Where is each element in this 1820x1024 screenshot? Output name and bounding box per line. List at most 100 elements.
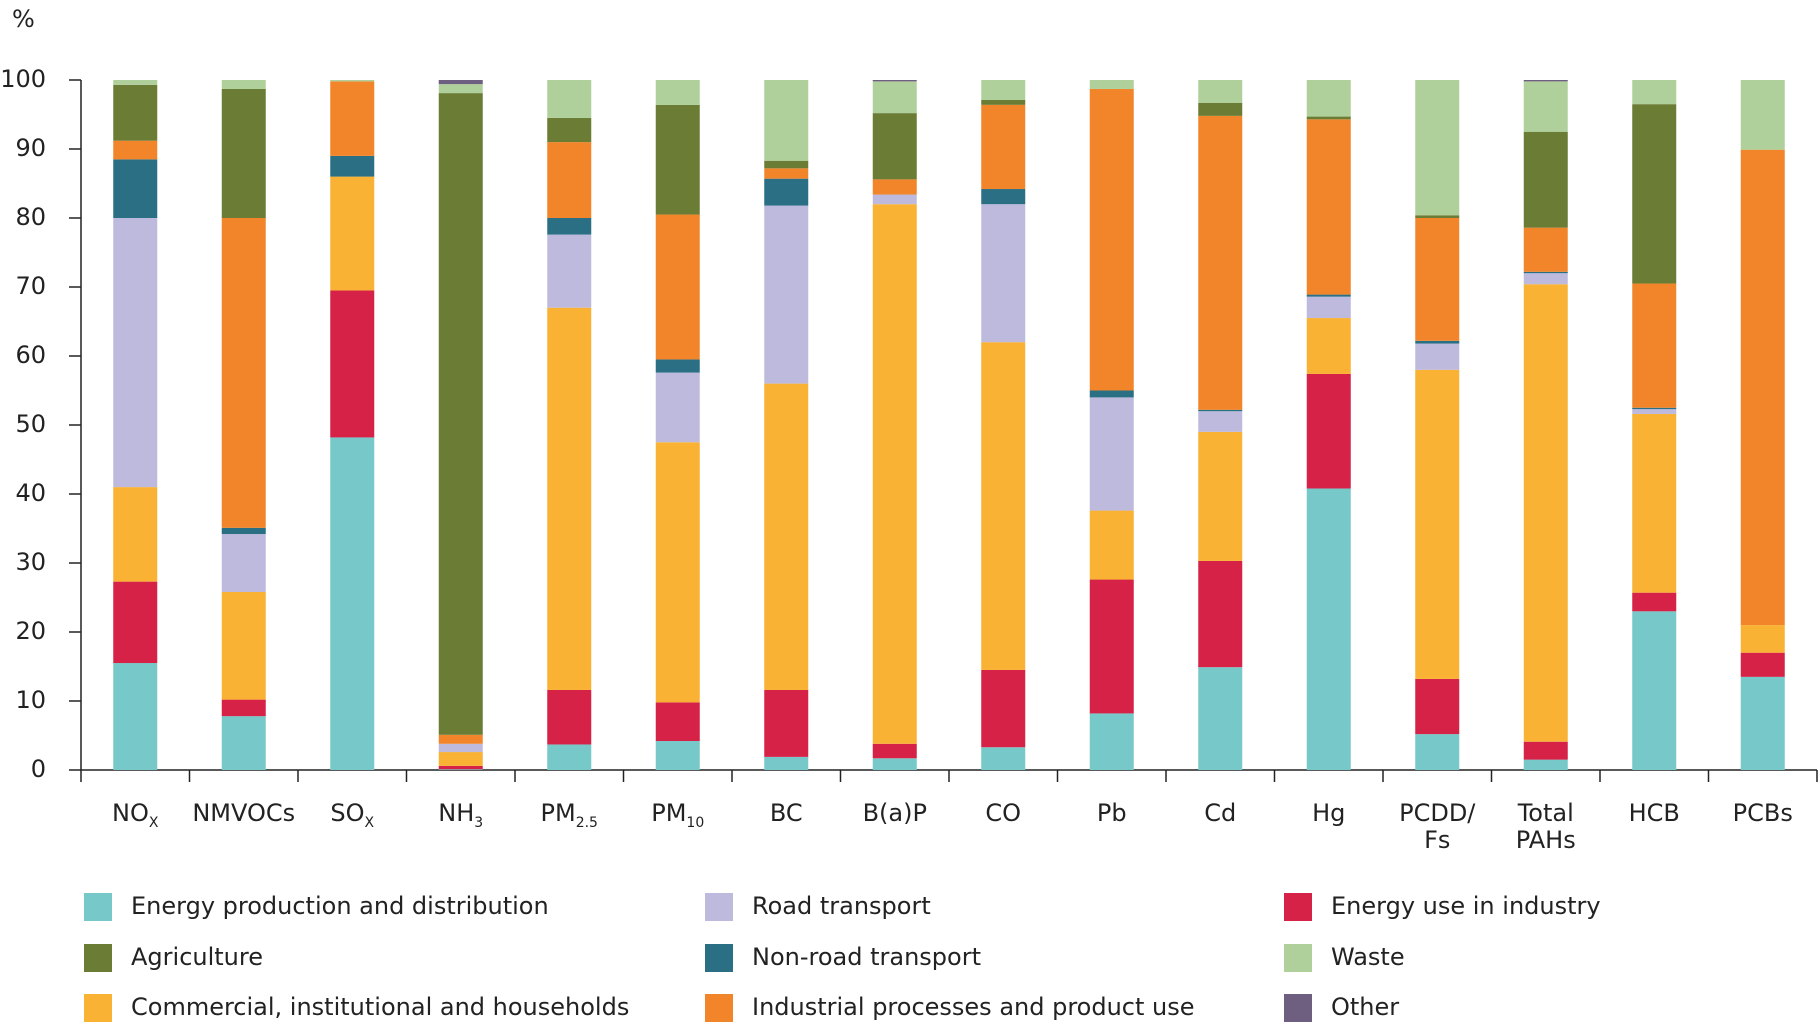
bar-segment (1306, 116, 1351, 120)
legend-label: Commercial, institutional and households (131, 993, 629, 1021)
legend-swatch (705, 893, 733, 921)
bar-segment (221, 80, 266, 89)
bar-segment (1415, 215, 1460, 218)
legend-label: Non-road transport (752, 943, 981, 971)
bar-segment (1523, 759, 1568, 770)
bar-segment (1306, 488, 1351, 770)
bar-segment (438, 752, 483, 766)
bar-segment (1306, 373, 1351, 489)
legend-swatch (705, 944, 733, 972)
x-tick-label: Pb (1057, 800, 1167, 827)
bar-segment (872, 758, 917, 770)
bar-segment (113, 218, 158, 488)
legend-label: Agriculture (131, 943, 263, 971)
x-tick-text: Total PAHs (1515, 799, 1576, 854)
bar-segment (1415, 734, 1460, 770)
bar-segment (547, 218, 592, 235)
x-tick-text: PCDD/ Fs (1399, 799, 1476, 854)
bar-segment (981, 104, 1026, 190)
bar-segment (1415, 678, 1460, 735)
bar-segment (1632, 592, 1677, 612)
bar-segment (872, 194, 917, 205)
legend-label: Energy production and distribution (131, 892, 549, 920)
legend-swatch (84, 893, 112, 921)
bar-segment (438, 765, 483, 770)
x-tick-label: PM2.5 (514, 800, 624, 837)
x-tick-text: B(a)P (862, 799, 927, 827)
bar-segment (1740, 625, 1785, 653)
bar-segment (1089, 713, 1134, 770)
legend-swatch (1284, 944, 1312, 972)
bar-segment (981, 100, 1026, 105)
bar-segment (655, 104, 700, 215)
bar-segment (330, 437, 375, 770)
x-tick-text: Cd (1204, 799, 1237, 827)
bar-segment (113, 487, 158, 582)
x-tick-label: Total PAHs (1491, 800, 1601, 854)
bar-segment (1198, 560, 1243, 668)
bar-segment (438, 80, 483, 85)
bar-segment (547, 689, 592, 745)
bar-segment (1198, 80, 1243, 103)
bar-segment (872, 81, 917, 114)
bar-segment (1415, 218, 1460, 341)
bar-segment (872, 179, 917, 195)
bar-segment (764, 383, 809, 690)
y-axis-label: % (12, 5, 35, 33)
bar-segment (1632, 409, 1677, 414)
y-tick-label: 10 (15, 686, 46, 714)
bar-segment (1306, 318, 1351, 374)
bar-segment (438, 734, 483, 744)
legend-swatch (84, 944, 112, 972)
bar-segment (113, 663, 158, 770)
bar-segment (113, 80, 158, 85)
bar-segment (221, 716, 266, 770)
y-tick-label: 40 (15, 479, 46, 507)
x-tick-text: HCB (1628, 799, 1680, 827)
bar-segment (547, 142, 592, 218)
x-tick-label: B(a)P (840, 800, 950, 827)
bar-segment (655, 702, 700, 742)
bar-segment (113, 84, 158, 141)
bar-segment (1415, 340, 1460, 344)
bar-segment (1198, 667, 1243, 770)
bar-segment (981, 747, 1026, 770)
bar-segment (1089, 510, 1134, 580)
bar-segment (1523, 741, 1568, 760)
y-tick-label: 100 (0, 65, 46, 93)
bar-segment (1740, 652, 1785, 677)
x-tick-label: PM10 (623, 800, 733, 837)
legend-label: Industrial processes and product use (752, 993, 1195, 1021)
x-tick-text: NO (112, 799, 149, 827)
bar-segment (981, 189, 1026, 205)
bar-segment (1198, 102, 1243, 116)
bar-segment (872, 204, 917, 744)
bar-segment (1632, 80, 1677, 105)
bar-segment (764, 178, 809, 206)
y-tick-label: 0 (31, 755, 46, 783)
y-tick-label: 30 (15, 548, 46, 576)
bar-segment (1740, 149, 1785, 626)
bar-segment (872, 113, 917, 180)
x-tick-text: NMVOCs (192, 799, 296, 827)
x-tick-subscript: X (148, 815, 159, 831)
bar-segment (655, 214, 700, 360)
y-tick-label: 60 (15, 341, 46, 369)
bar-segment (655, 359, 700, 373)
x-tick-label: PCBs (1708, 800, 1818, 827)
bar-segment (1523, 271, 1568, 274)
bar-segment (330, 155, 375, 177)
bar-segment (1632, 611, 1677, 770)
x-tick-label: NH3 (406, 800, 516, 837)
x-tick-subscript: 10 (686, 815, 705, 831)
bar-segment (1089, 88, 1134, 391)
bar-segment (330, 81, 375, 156)
x-tick-text: PM (651, 799, 687, 827)
bar-segment (1198, 431, 1243, 561)
bar-segment (981, 80, 1026, 101)
bar-segment (1523, 81, 1568, 132)
x-tick-text: BC (769, 799, 803, 827)
legend-label: Road transport (752, 892, 931, 920)
bar-segment (764, 205, 809, 384)
